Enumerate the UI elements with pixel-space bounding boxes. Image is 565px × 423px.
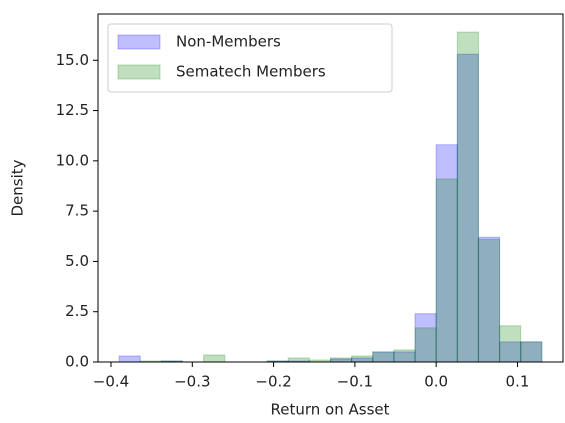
legend-swatch — [117, 64, 161, 80]
y-tick-label: 5.0 — [65, 252, 89, 270]
y-tick-label: 2.5 — [65, 302, 89, 320]
y-tick-label: 7.5 — [65, 202, 89, 220]
y-tick-label: 12.5 — [56, 101, 89, 119]
histogram-bar — [456, 31, 479, 363]
plot-frame — [97, 13, 564, 363]
y-tick-label: 0.0 — [65, 353, 89, 371]
x-tick-label: 0.0 — [424, 373, 448, 391]
legend-box — [107, 23, 393, 93]
histogram-bar — [520, 341, 543, 363]
histogram-bar — [351, 355, 374, 363]
histogram-bar — [499, 325, 522, 363]
histogram-bar — [372, 351, 395, 363]
histogram-bar — [435, 178, 458, 363]
y-tick-label: 10.0 — [56, 151, 89, 169]
histogram-bar — [203, 354, 226, 363]
x-tick-label: −0.3 — [174, 373, 210, 391]
x-tick-label: −0.2 — [255, 373, 291, 391]
x-axis-label: Return on Asset — [271, 401, 390, 419]
histogram-bar — [118, 355, 141, 363]
histogram-bar — [287, 357, 310, 363]
x-tick-label: −0.4 — [93, 373, 129, 391]
legend-label: Non-Members — [176, 33, 281, 51]
x-tick-label: 0.1 — [506, 373, 530, 391]
x-tick-label: −0.1 — [337, 373, 373, 391]
histogram-bar — [414, 327, 437, 363]
legend-label: Sematech Members — [176, 63, 326, 81]
y-axis-label: Density — [9, 159, 27, 216]
y-tick-label: 15.0 — [56, 51, 89, 69]
histogram-bar — [393, 349, 416, 363]
legend-swatch — [117, 34, 161, 50]
histogram-bar — [477, 238, 501, 363]
histogram-bar — [330, 357, 353, 363]
